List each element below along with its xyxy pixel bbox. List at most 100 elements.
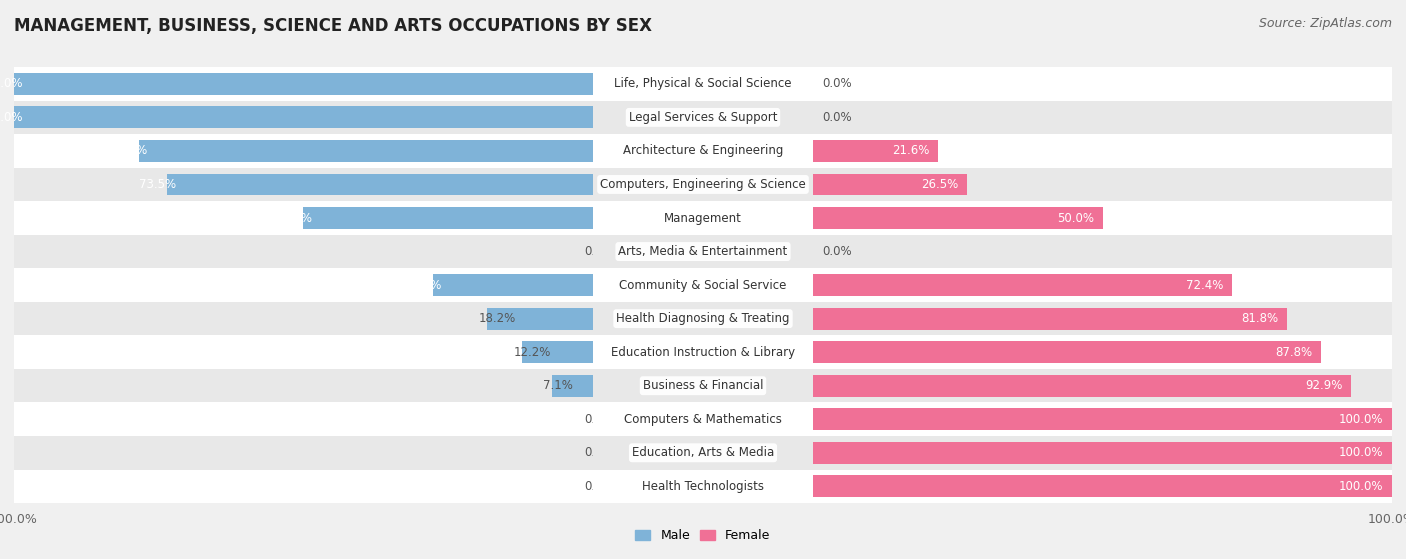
Text: 12.2%: 12.2% [513, 345, 551, 359]
Bar [14, 106, 593, 128]
Bar [813, 274, 1232, 296]
Text: 87.8%: 87.8% [1275, 345, 1313, 359]
Bar [813, 402, 1392, 436]
Bar [593, 134, 813, 168]
Text: 100.0%: 100.0% [1339, 413, 1384, 426]
Text: 26.5%: 26.5% [921, 178, 957, 191]
Text: 0.0%: 0.0% [583, 245, 613, 258]
Bar [813, 476, 1392, 498]
Text: Arts, Media & Entertainment: Arts, Media & Entertainment [619, 245, 787, 258]
Text: 73.5%: 73.5% [139, 178, 176, 191]
Bar [14, 168, 593, 201]
Bar [14, 402, 593, 436]
Text: 72.4%: 72.4% [1187, 278, 1223, 292]
Bar [813, 67, 1392, 101]
Bar [167, 173, 593, 195]
Bar [593, 201, 813, 235]
Text: Source: ZipAtlas.com: Source: ZipAtlas.com [1258, 17, 1392, 30]
Text: Architecture & Engineering: Architecture & Engineering [623, 144, 783, 158]
Bar [813, 140, 938, 162]
Bar [593, 67, 813, 101]
Bar [813, 375, 1351, 397]
Bar [14, 335, 593, 369]
Bar [813, 442, 1392, 464]
Bar [14, 101, 593, 134]
Text: 7.1%: 7.1% [543, 379, 572, 392]
Bar [593, 168, 813, 201]
Bar [593, 302, 813, 335]
Bar [593, 369, 813, 402]
Text: Education, Arts & Media: Education, Arts & Media [631, 446, 775, 459]
Bar [14, 436, 593, 470]
Bar [813, 335, 1392, 369]
Text: 0.0%: 0.0% [583, 446, 613, 459]
Text: 50.0%: 50.0% [276, 211, 312, 225]
Text: Computers, Engineering & Science: Computers, Engineering & Science [600, 178, 806, 191]
Text: Management: Management [664, 211, 742, 225]
Bar [551, 375, 593, 397]
Bar [813, 134, 1392, 168]
Text: 21.6%: 21.6% [893, 144, 929, 158]
Text: 0.0%: 0.0% [583, 413, 613, 426]
Bar [813, 173, 966, 195]
Text: 100.0%: 100.0% [0, 77, 22, 91]
Bar [14, 470, 593, 503]
Bar [813, 408, 1392, 430]
Bar [813, 307, 1286, 330]
Bar [14, 67, 593, 101]
Text: Business & Financial: Business & Financial [643, 379, 763, 392]
Text: 78.4%: 78.4% [111, 144, 148, 158]
Text: 0.0%: 0.0% [823, 111, 852, 124]
Text: 50.0%: 50.0% [1057, 211, 1094, 225]
Bar [813, 235, 1392, 268]
Text: Health Diagnosing & Treating: Health Diagnosing & Treating [616, 312, 790, 325]
Bar [593, 268, 813, 302]
Bar [14, 369, 593, 402]
Bar [593, 470, 813, 503]
Bar [813, 369, 1392, 402]
Bar [593, 101, 813, 134]
Text: 0.0%: 0.0% [583, 480, 613, 493]
Text: 27.6%: 27.6% [405, 278, 441, 292]
Bar [813, 436, 1392, 470]
Bar [813, 470, 1392, 503]
Bar [813, 201, 1392, 235]
Text: 18.2%: 18.2% [479, 312, 516, 325]
Text: Computers & Mathematics: Computers & Mathematics [624, 413, 782, 426]
Text: MANAGEMENT, BUSINESS, SCIENCE AND ARTS OCCUPATIONS BY SEX: MANAGEMENT, BUSINESS, SCIENCE AND ARTS O… [14, 17, 652, 35]
Bar [139, 140, 593, 162]
Text: Legal Services & Support: Legal Services & Support [628, 111, 778, 124]
Bar [813, 268, 1392, 302]
Bar [813, 302, 1392, 335]
Bar [522, 341, 593, 363]
Bar [433, 274, 593, 296]
Bar [813, 207, 1102, 229]
Bar [813, 101, 1392, 134]
Bar [14, 134, 593, 168]
Text: Education Instruction & Library: Education Instruction & Library [612, 345, 794, 359]
Text: Life, Physical & Social Science: Life, Physical & Social Science [614, 77, 792, 91]
Legend: Male, Female: Male, Female [630, 524, 776, 547]
Bar [813, 168, 1392, 201]
Bar [593, 235, 813, 268]
Bar [304, 207, 593, 229]
Bar [593, 335, 813, 369]
Bar [813, 341, 1322, 363]
Text: 0.0%: 0.0% [823, 77, 852, 91]
Text: 92.9%: 92.9% [1305, 379, 1343, 392]
Text: 100.0%: 100.0% [1339, 480, 1384, 493]
Bar [14, 201, 593, 235]
Bar [593, 436, 813, 470]
Bar [593, 402, 813, 436]
Text: Health Technologists: Health Technologists [643, 480, 763, 493]
Bar [14, 268, 593, 302]
Text: 100.0%: 100.0% [0, 111, 22, 124]
Bar [14, 73, 593, 94]
Text: Community & Social Service: Community & Social Service [619, 278, 787, 292]
Text: 0.0%: 0.0% [823, 245, 852, 258]
Text: 81.8%: 81.8% [1241, 312, 1278, 325]
Bar [14, 302, 593, 335]
Bar [14, 235, 593, 268]
Text: 100.0%: 100.0% [1339, 446, 1384, 459]
Bar [488, 307, 593, 330]
